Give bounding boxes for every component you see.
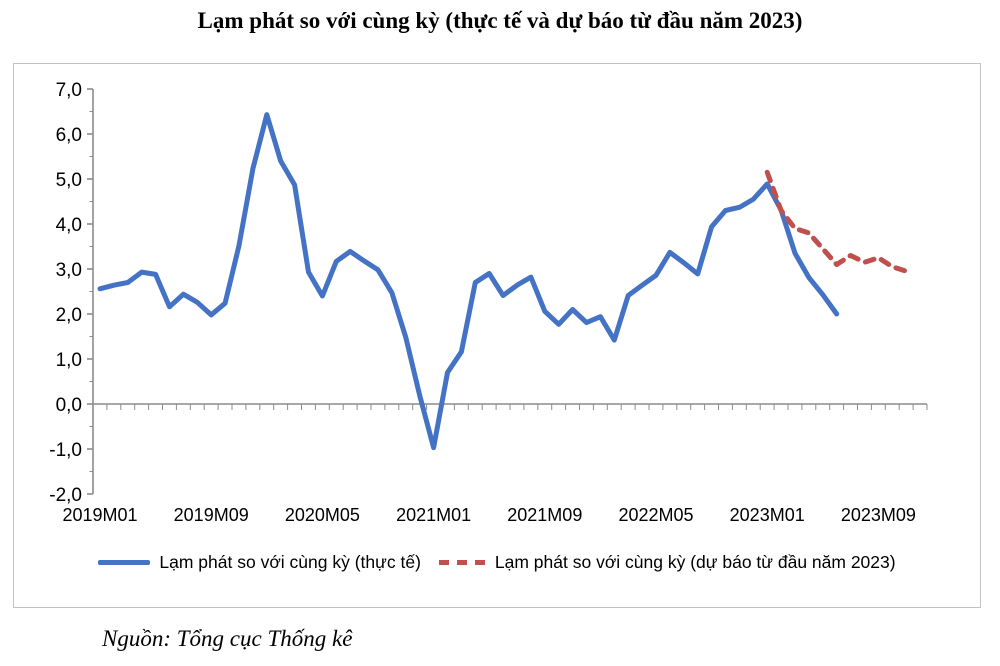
y-tick-label: 7,0 xyxy=(56,80,82,101)
y-axis: 7,0 6,0 5,0 4,0 3,0 2,0 1,0 0,0 -1,0 -2,0 xyxy=(49,80,94,506)
x-tick-label: 2021M01 xyxy=(396,505,471,525)
y-tick-label: 2,0 xyxy=(56,305,82,326)
chart-figure: 7,0 6,0 5,0 4,0 3,0 2,0 1,0 0,0 -1,0 -2,0 2019M01 2… xyxy=(13,63,981,608)
x-tick-label: 2019M09 xyxy=(174,505,249,525)
x-tick-label: 2019M01 xyxy=(62,505,137,525)
x-tick-label: 2023M09 xyxy=(841,505,916,525)
x-tick-label: 2023M01 xyxy=(730,505,805,525)
source-note: Nguồn: Tổng cục Thống kê xyxy=(102,626,353,651)
legend-item-forecast: Lạm phát so với cùng kỳ (dự báo từ đầu n… xyxy=(438,552,896,573)
actual-line-sample-icon xyxy=(98,560,151,565)
y-tick-label: 0,0 xyxy=(56,395,82,416)
chart-legend: Lạm phát so với cùng kỳ (thực tế) Lạm ph… xyxy=(14,552,980,573)
y-tick-label: 1,0 xyxy=(56,350,82,371)
y-tick-label: 4,0 xyxy=(56,215,82,236)
legend-item-actual: Lạm phát so với cùng kỳ (thực tế) xyxy=(98,552,421,573)
y-tick-label: 5,0 xyxy=(56,170,82,191)
legend-label-actual: Lạm phát so với cùng kỳ (thực tế) xyxy=(159,552,421,572)
forecast-line xyxy=(764,169,909,274)
chart-title: Lạm phát so với cùng kỳ (thực tế và dự b… xyxy=(197,8,803,33)
x-tick-label: 2020M05 xyxy=(285,505,360,525)
y-tick-label: 3,0 xyxy=(56,260,82,281)
y-tick-label: -1,0 xyxy=(49,440,82,461)
x-axis: 2019M01 2019M09 2020M05 2021M01 2021M09 2022M… xyxy=(62,403,928,525)
actual-line xyxy=(97,112,840,451)
y-tick-label: -2,0 xyxy=(49,485,82,506)
x-tick-label: 2022M05 xyxy=(618,505,693,525)
forecast-line-sample-icon xyxy=(438,560,486,565)
legend-label-forecast: Lạm phát so với cùng kỳ (dự báo từ đầu n… xyxy=(494,552,896,572)
y-tick-label: 6,0 xyxy=(56,125,82,146)
x-tick-label: 2021M09 xyxy=(507,505,582,525)
